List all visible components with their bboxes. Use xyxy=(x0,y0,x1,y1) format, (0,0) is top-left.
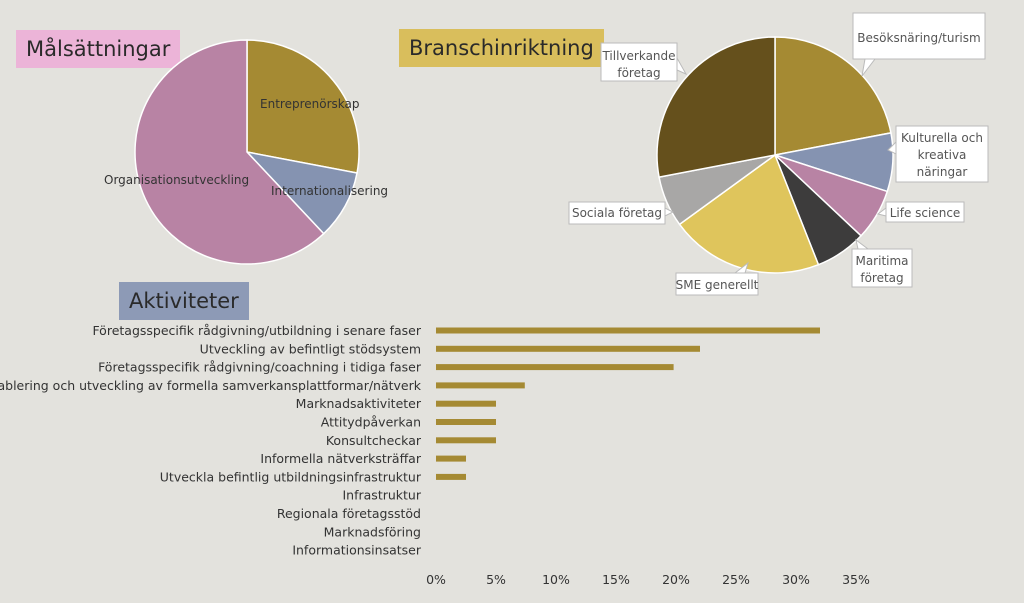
x-tick-label: 5% xyxy=(486,572,506,587)
bar-category-label: Konsultcheckar xyxy=(326,433,422,448)
bar-category-label: Etablering och utveckling av formella sa… xyxy=(0,378,422,393)
bar-category-label: Företagsspecifik rådgivning/coachning i … xyxy=(98,360,422,375)
pie-slice-besoksnaring-turism xyxy=(774,36,892,156)
callout-besoksnaring-turism: Besöksnäring/turism xyxy=(852,12,986,77)
bar-category-label: Marknadsaktiviteter xyxy=(296,396,422,411)
callout-maritima-foretag: Maritima företag xyxy=(851,238,913,288)
bar-category-label: Marknadsföring xyxy=(324,524,421,539)
bar-category-label: Infrastruktur xyxy=(343,488,422,503)
bar-utveckling-av-befintligt-stodsystem xyxy=(436,345,700,352)
pie-label-tillverkande-foretag: Tillverkande företag xyxy=(601,49,675,80)
pie-slice-entreprenorskap xyxy=(246,39,360,174)
pie-label-organisationsutveckling: Organisationsutveckling xyxy=(104,173,249,187)
branschinriktning-pie: Besöksnäring/turism Kulturella och kreativ… xyxy=(568,12,989,296)
malsattningar-title: Målsättningar xyxy=(16,30,181,68)
x-tick-label: 35% xyxy=(842,572,870,587)
bar-category-label: Informella nätverksträffar xyxy=(260,451,421,466)
pie-label-kulturella-och-kreativa-naringar: Kulturella och kreativa näringar xyxy=(901,131,983,179)
bar-attitydpaverkan xyxy=(436,419,496,425)
malsattningar-pie: Entreprenörskap Internationalisering Organ… xyxy=(104,39,388,265)
callout-tillverkande-foretag: Tillverkande företag xyxy=(600,42,688,82)
callout-sme-generellt: SME generellt xyxy=(675,261,759,296)
pie-label-internationalisering: Internationalisering xyxy=(271,184,388,198)
pie-label-maritima-foretag: Maritima företag xyxy=(855,254,908,285)
bar-foretagsspecifik-radgivning-utbildning-i-senare-faser xyxy=(436,327,820,334)
x-tick-label: 15% xyxy=(602,572,630,587)
x-tick-label: 20% xyxy=(662,572,690,587)
bar-foretagsspecifik-radgivning-coachning-i-tidiga-faser xyxy=(436,364,674,371)
aktiviteter-title: Aktiviteter xyxy=(119,282,249,320)
bar-category-label: Regionala företagsstöd xyxy=(277,506,421,521)
bar-konsultcheckar xyxy=(436,437,496,444)
bar-category-label: Informationsinsatser xyxy=(292,543,422,558)
branschinriktning-title: Branschinriktning xyxy=(399,29,604,67)
aktiviteter-bar-chart: Företagsspecifik rådgivning/utbildning i… xyxy=(0,323,870,587)
pie-label-sme-generellt: SME generellt xyxy=(676,278,759,292)
bar-informella-natverkstraffar xyxy=(436,455,466,462)
bar-etablering-och-utveckling-av-formella-samverkansplattformar-natverk xyxy=(436,382,525,389)
x-tick-label: 30% xyxy=(782,572,810,587)
callout-sociala-foretag: Sociala företag xyxy=(568,201,675,225)
callout-kulturella-och-kreativa-naringar: Kulturella och kreativa näringar xyxy=(887,125,989,183)
bar-marknadsaktiviteter xyxy=(436,400,496,407)
bar-category-label: Utveckling av befintligt stödsystem xyxy=(200,341,421,356)
pie-label-besoksnaring-turism: Besöksnäring/turism xyxy=(857,31,980,45)
pie-slice-organisationsutveckling xyxy=(134,39,325,265)
bar-category-label: Utveckla befintlig utbildningsinfrastruk… xyxy=(160,469,422,484)
pie-slice-tillverkande-foretag xyxy=(656,36,776,178)
bar-category-label: Attitydpåverkan xyxy=(321,415,421,430)
x-tick-label: 25% xyxy=(722,572,750,587)
x-tick-label: 0% xyxy=(426,572,446,587)
pie-label-sociala-foretag: Sociala företag xyxy=(572,206,662,220)
bar-utveckla-befintlig-utbildningsinfrastruktur xyxy=(436,473,466,480)
x-tick-label: 10% xyxy=(542,572,570,587)
pie-label-life-science: Life science xyxy=(890,206,961,220)
pie-label-entreprenorskap: Entreprenörskap xyxy=(260,97,359,111)
callout-life-science: Life science xyxy=(876,201,965,223)
bar-category-label: Företagsspecifik rådgivning/utbildning i… xyxy=(92,323,421,338)
